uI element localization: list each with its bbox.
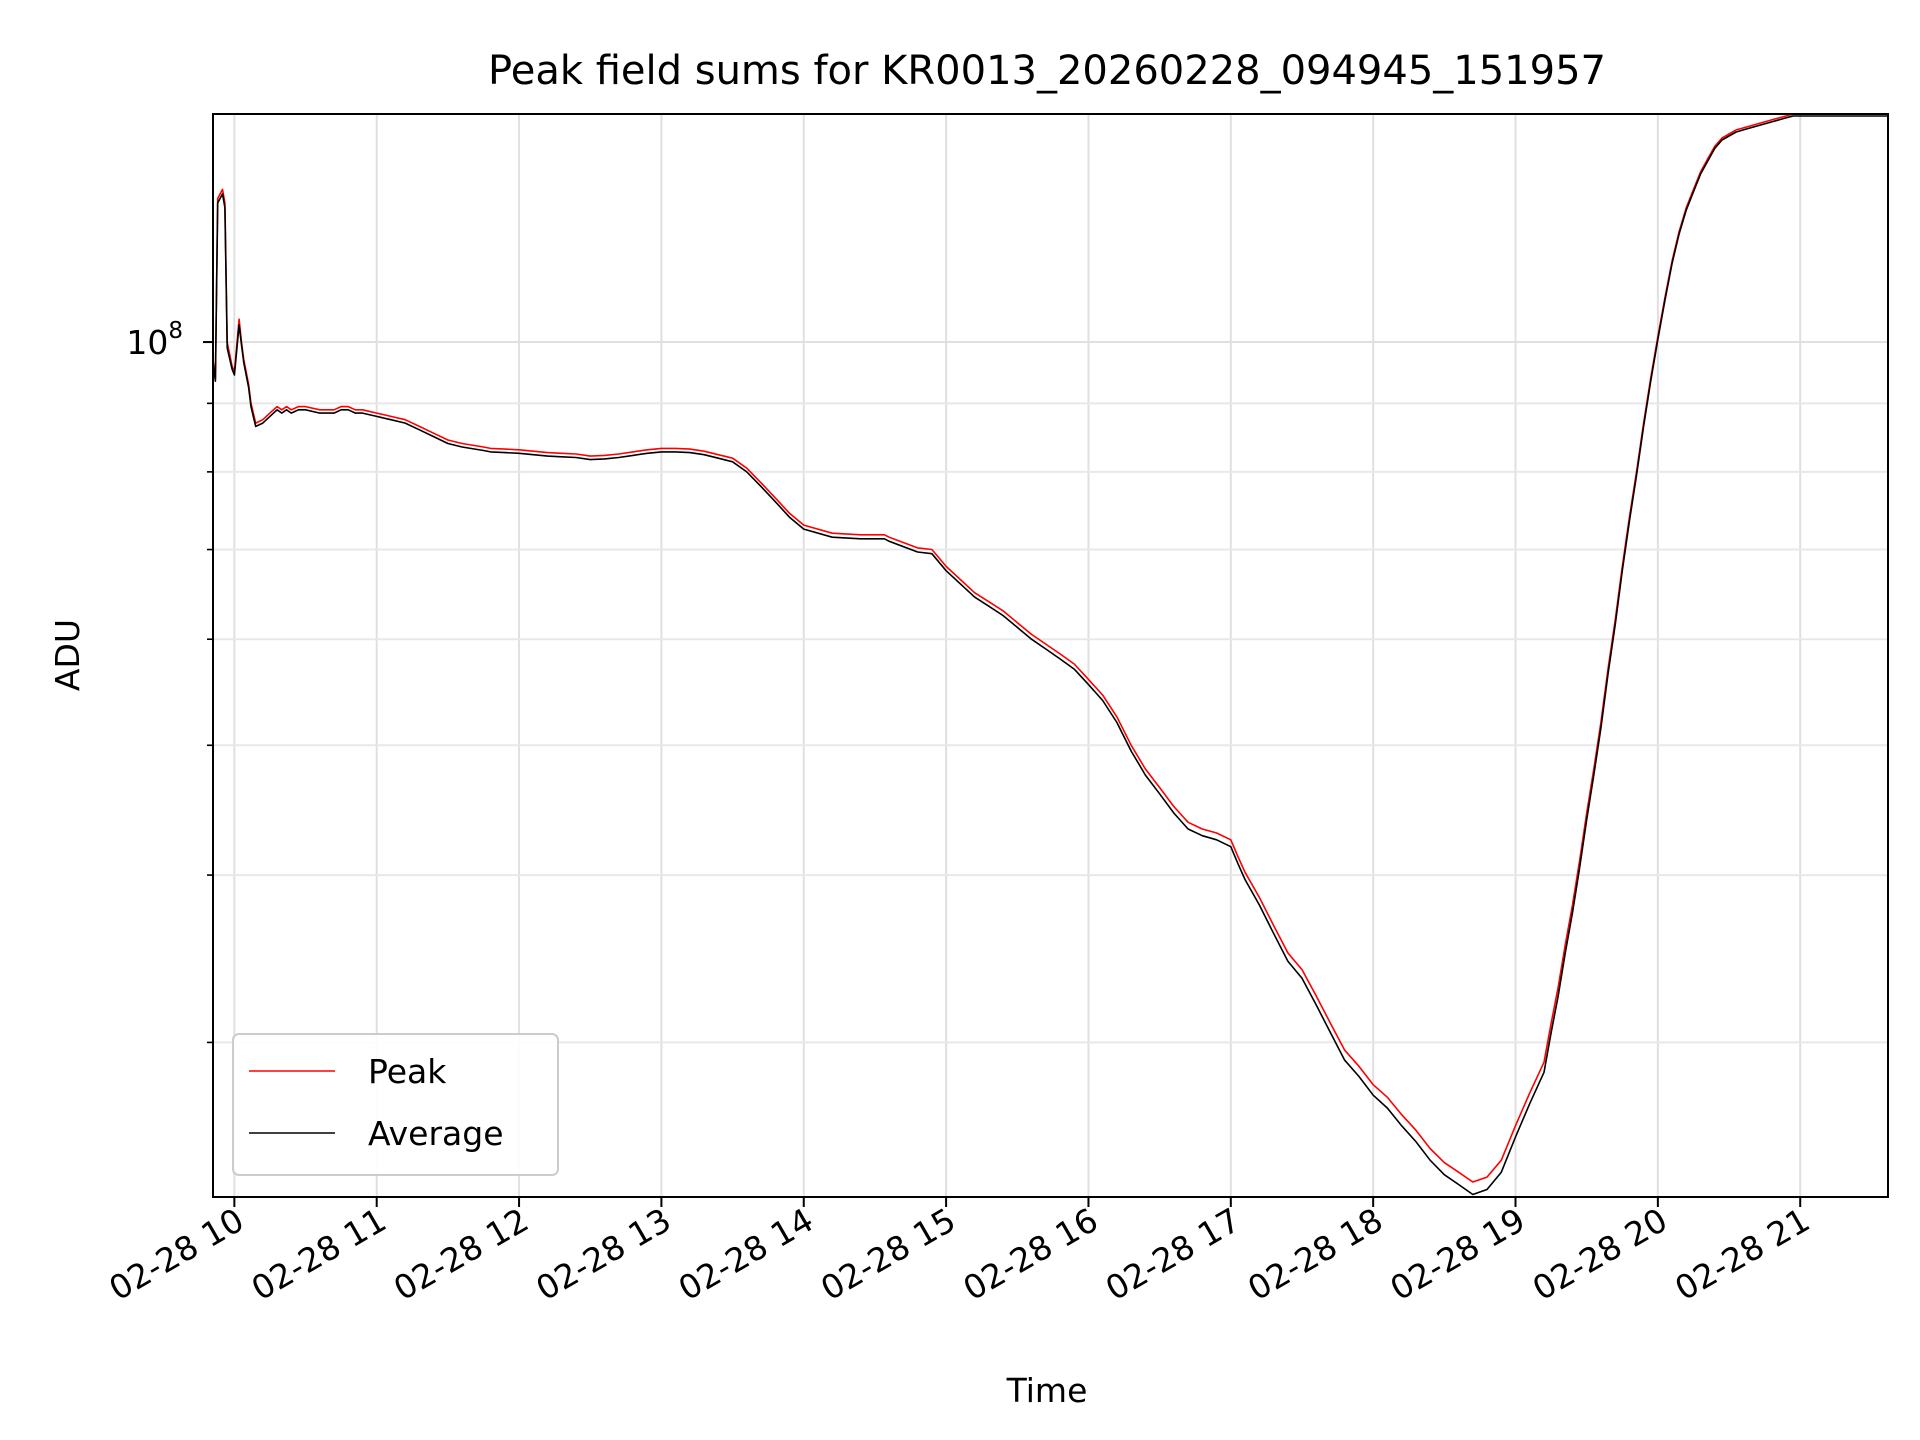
x-tick-label: 02-28 17 bbox=[1099, 1200, 1247, 1308]
series-line-average bbox=[212, 115, 1888, 1196]
series-lines bbox=[212, 113, 1888, 1196]
x-tick-label: 02-28 13 bbox=[529, 1200, 677, 1308]
grid bbox=[213, 114, 1888, 1197]
legend-box bbox=[232, 1033, 559, 1176]
x-tick-label: 02-28 21 bbox=[1668, 1200, 1816, 1308]
legend-label-average: Average bbox=[368, 1114, 504, 1153]
x-tick-label: 02-28 15 bbox=[814, 1200, 962, 1308]
legend: Peak Average bbox=[232, 1033, 559, 1176]
x-tick-label: 02-28 14 bbox=[672, 1200, 820, 1308]
x-tick-label: 02-28 19 bbox=[1384, 1200, 1532, 1308]
x-tick-label: 02-28 20 bbox=[1526, 1200, 1674, 1308]
x-tick-label: 02-28 10 bbox=[102, 1200, 250, 1308]
y-tick-label: 108 bbox=[126, 318, 183, 362]
y-axis: 108 bbox=[126, 318, 213, 1044]
y-axis-title: ADU bbox=[48, 619, 87, 691]
x-axis-title: Time bbox=[1006, 1371, 1088, 1410]
x-tick-label: 02-28 18 bbox=[1241, 1200, 1389, 1308]
plot-frame bbox=[212, 113, 1889, 1198]
x-tick-label: 02-28 12 bbox=[387, 1200, 535, 1308]
legend-label-peak: Peak bbox=[368, 1052, 447, 1091]
series-line-peak bbox=[212, 113, 1888, 1183]
chart-title: Peak field sums for KR0013_20260228_0949… bbox=[488, 48, 1606, 94]
x-tick-label: 02-28 16 bbox=[956, 1200, 1104, 1308]
x-tick-label: 02-28 11 bbox=[245, 1200, 393, 1308]
